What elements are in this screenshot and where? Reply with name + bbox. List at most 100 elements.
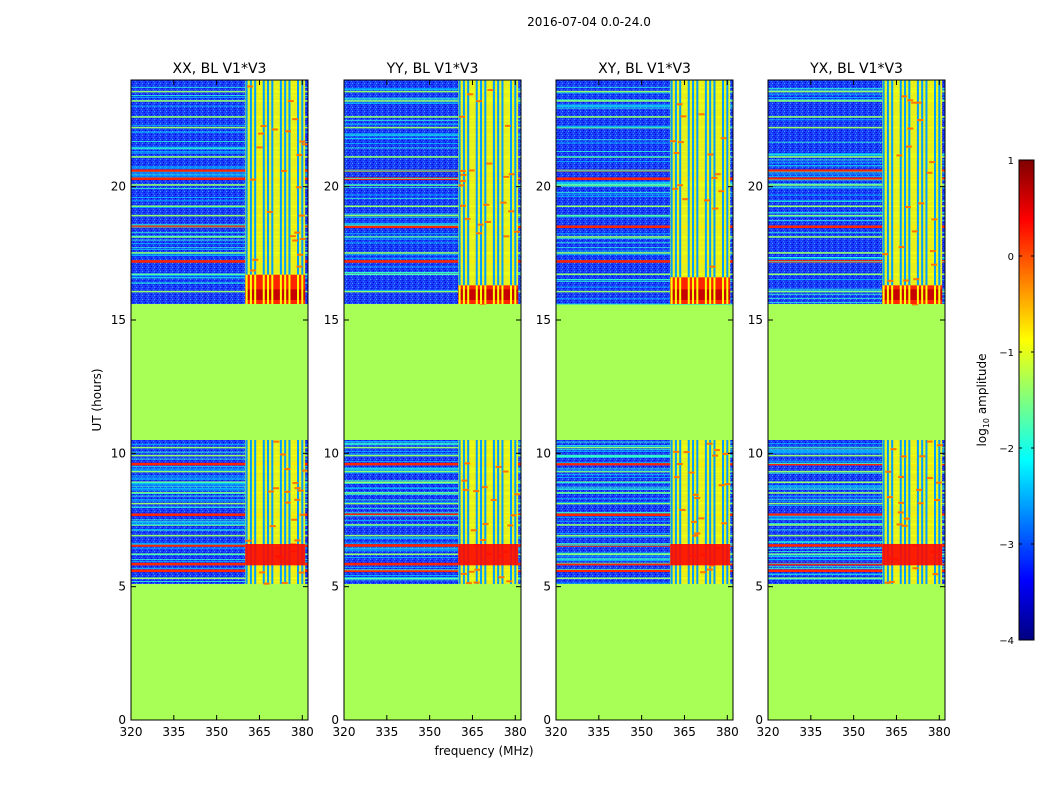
rfi-spot <box>481 486 488 489</box>
panel-frame <box>343 79 522 721</box>
rfi-spot <box>458 184 465 187</box>
band-gap <box>679 80 682 304</box>
rfi-line <box>131 559 308 561</box>
rfi-line <box>131 500 308 502</box>
rfi-line <box>768 169 945 173</box>
rfi-line <box>131 169 308 173</box>
rfi-line <box>768 462 945 466</box>
rfi-line <box>768 214 945 217</box>
rfi-spot <box>247 85 254 88</box>
rfi-line <box>344 126 521 129</box>
rfi-spot <box>721 522 728 525</box>
rfi-line <box>768 524 945 526</box>
rfi-line <box>556 553 733 556</box>
rfi-line <box>768 194 945 196</box>
rfi-line <box>131 252 308 254</box>
rfi-spot <box>299 237 306 240</box>
rfi-line <box>344 119 521 121</box>
rfi-line <box>556 216 733 218</box>
rfi-spot <box>901 95 908 98</box>
rfi-line <box>344 134 521 136</box>
colorbar-gradient <box>1018 159 1035 641</box>
panel-title: XY, BL V1*V3 <box>598 61 691 77</box>
y-tick-label: 5 <box>543 580 551 594</box>
rfi-line <box>344 487 521 489</box>
rfi-line <box>344 289 521 291</box>
rfi-line <box>131 146 308 148</box>
band-gap <box>288 274 291 304</box>
rfi-line <box>131 166 308 168</box>
band-gap <box>279 440 282 584</box>
rfi-line <box>556 488 733 490</box>
rfi-line <box>768 126 945 129</box>
rfi-line <box>131 489 308 491</box>
rfi-line <box>344 525 521 527</box>
rfi-line <box>344 501 521 503</box>
rfi-line <box>344 187 521 189</box>
rfi-line <box>556 449 733 451</box>
rfi-line <box>131 247 308 249</box>
band-gap <box>722 440 725 584</box>
rfi-line <box>344 135 521 137</box>
rfi-line <box>556 177 733 181</box>
rfi-line <box>344 205 521 208</box>
band-gap <box>687 440 690 584</box>
rfi-spot <box>296 154 303 157</box>
y-tick-label: 0 <box>543 713 551 727</box>
rfi-spot <box>900 455 907 458</box>
rfi-line <box>768 515 945 517</box>
rfi-line <box>131 506 308 508</box>
rfi-line <box>344 216 521 218</box>
rfi-line <box>768 492 945 494</box>
rfi-line <box>344 147 521 149</box>
rfi-spot <box>929 250 936 253</box>
rfi-line <box>768 443 945 445</box>
rfi-line <box>768 500 945 502</box>
rfi-line <box>131 260 308 263</box>
band-gap <box>891 80 894 304</box>
y-axis-label: UT (hours) <box>90 368 104 431</box>
rfi-line <box>556 488 733 490</box>
rfi-line <box>556 205 733 208</box>
band-gap <box>514 80 517 304</box>
rfi-line <box>768 534 945 537</box>
rfi-line <box>131 187 308 189</box>
rfi-line <box>131 86 308 88</box>
rfi-line <box>131 174 308 176</box>
rfi-spot <box>919 455 926 458</box>
strong-signal-block <box>670 544 731 566</box>
rfi-line <box>131 534 308 537</box>
rfi-spot <box>882 253 889 256</box>
rfi-line <box>556 559 733 561</box>
rfi-line <box>768 257 945 259</box>
rfi-line <box>768 236 945 238</box>
strong-signal-core <box>245 289 306 300</box>
rfi-spot <box>490 498 497 501</box>
rfi-spot <box>513 230 520 233</box>
rfi-line <box>768 154 945 156</box>
rfi-line <box>556 557 733 559</box>
rfi-spot <box>297 253 304 256</box>
rfi-line <box>556 233 733 235</box>
rfi-line <box>344 577 521 579</box>
rfi-spot <box>504 124 511 127</box>
rfi-line <box>344 442 521 444</box>
rfi-line <box>768 488 945 490</box>
rfi-spot <box>296 265 303 268</box>
rfi-line <box>131 486 308 488</box>
colorbar-label: log10 amplitude <box>975 354 991 447</box>
rfi-spot <box>295 186 302 189</box>
y-tick-label: 10 <box>748 446 763 460</box>
rfi-line <box>556 237 733 239</box>
rfi-spot <box>711 176 718 179</box>
rfi-line <box>768 302 945 304</box>
y-tick-label: 20 <box>111 180 126 194</box>
rfi-line <box>768 89 945 91</box>
rfi-spot <box>926 440 933 443</box>
rfi-spot <box>926 171 933 174</box>
y-tick-label: 20 <box>324 180 339 194</box>
rfi-line <box>768 220 945 222</box>
rfi-line <box>556 482 733 484</box>
rfi-line <box>131 475 308 477</box>
rfi-line <box>344 441 521 443</box>
